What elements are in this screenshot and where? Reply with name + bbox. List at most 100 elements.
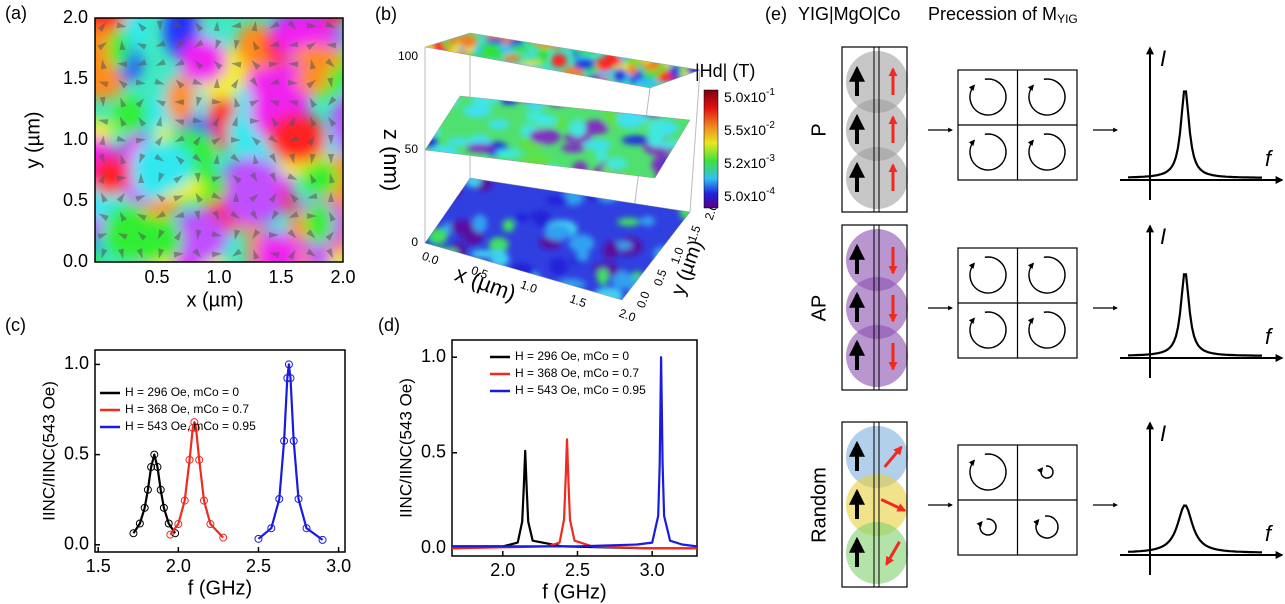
field-blob: [670, 182, 687, 198]
moment-arrow: [196, 96, 203, 107]
moment-arrow: [287, 173, 298, 181]
moment-arrow: [211, 176, 222, 183]
data-point: [267, 524, 276, 533]
panel-label: (c): [5, 315, 26, 335]
moment-arrow: [173, 21, 184, 29]
field-blob: [503, 54, 521, 63]
moment-arrow: [192, 153, 202, 163]
moment-arrow: [119, 116, 127, 127]
x-tick-label: 1.0: [519, 277, 540, 296]
moment-arrow: [98, 213, 109, 222]
field-blob: [603, 240, 619, 260]
legend-label: H = 368 Oe, mCo = 0.7: [515, 366, 639, 380]
moment-arrow: [268, 192, 277, 203]
field-blob: [517, 178, 531, 187]
colorbar-base: 5.5x10: [724, 122, 766, 138]
field-blob: [524, 101, 546, 110]
x-axis-label: f: [1265, 521, 1274, 546]
data-point: [294, 494, 303, 503]
moment-arrow: [268, 61, 279, 68]
precession-orbit: [1027, 133, 1066, 171]
field-blob: [465, 73, 487, 81]
x-tick-label: 0.5: [469, 263, 490, 282]
field-blob: [473, 78, 498, 88]
field-blob: [584, 33, 603, 40]
plot-frame: [451, 339, 698, 557]
moment-arrow: [135, 137, 146, 144]
data-point: [206, 520, 215, 529]
y-tick-label: 1.0: [668, 245, 687, 266]
moment-arrow: [268, 134, 279, 143]
moment-arrow: [136, 42, 147, 50]
x-tick-label: 2.0: [490, 560, 515, 580]
z-tick-label: 50: [405, 142, 419, 156]
field-blob: [551, 77, 563, 84]
moment-arrow: [306, 229, 316, 239]
field-blob: [425, 124, 441, 139]
moment-arrow: [136, 213, 147, 221]
field-blob: [554, 33, 573, 41]
plane-blobs: [425, 33, 700, 88]
x-axis-label: f: [1265, 146, 1274, 171]
data-point: [150, 450, 159, 459]
field-blob: [495, 251, 509, 267]
data-point: [275, 494, 284, 503]
field-blob: [583, 139, 612, 150]
y-axis-label: y (µm): [22, 111, 44, 168]
moment-arrow: [269, 20, 280, 29]
field-blob: [437, 180, 458, 200]
moment-arrow: [194, 60, 204, 70]
field-blob: [611, 270, 632, 290]
moment-arrow: [194, 210, 201, 221]
field-blob: [534, 35, 545, 44]
field-blob: [449, 50, 473, 62]
field-blob: [587, 33, 604, 47]
field-blob: [553, 35, 560, 47]
field-blob: [655, 140, 686, 149]
moment-arrow: [120, 154, 127, 165]
field-blob: [610, 100, 640, 110]
precession-orbit: [1033, 515, 1059, 539]
field-blob: [541, 74, 551, 88]
domain: [147, 142, 194, 191]
moment-arrow: [212, 116, 220, 127]
moment-arrow: [212, 210, 220, 221]
series-line: [451, 438, 697, 550]
moment-arrow: [252, 154, 259, 165]
moment-arrow: [116, 192, 125, 203]
schematic-peak: [1127, 273, 1262, 357]
field-blob: [457, 46, 466, 52]
field-blob: [640, 216, 655, 227]
field-blob: [561, 143, 586, 153]
data-point: [191, 423, 200, 432]
y-axis-label: I: [1160, 46, 1166, 71]
moment-arrow: [98, 153, 105, 164]
field-blob: [443, 96, 460, 108]
moment-arrow: [193, 39, 204, 48]
data-point: [164, 519, 173, 528]
x-tick-label: 3.0: [326, 556, 351, 576]
moment-arrow: [98, 81, 109, 88]
moment-arrow: [174, 119, 185, 126]
moment-arrow: [116, 135, 127, 142]
moment-arrow: [116, 175, 127, 182]
field-blob: [529, 129, 555, 141]
moment-arrow: [211, 137, 222, 146]
series-line: [169, 421, 225, 539]
field-blob: [596, 268, 609, 286]
domain: [155, 258, 172, 262]
field-blob: [428, 227, 448, 245]
domain: [172, 210, 228, 262]
field-blob: [466, 143, 495, 153]
field-blob: [488, 237, 509, 253]
domain-map: [95, 18, 343, 262]
moment-arrow: [252, 40, 260, 51]
field-blob: [661, 34, 676, 48]
moment-arrow: [174, 99, 185, 106]
moment-arrow: [175, 155, 185, 165]
panel-a: 0.5 1.0 1.5 2.0 0.0 0.5 1.0 1.5 2.0 x (µm) y (µm): [22, 7, 355, 312]
moment-arrow: [231, 61, 242, 68]
z-tick-label: 0: [411, 235, 418, 249]
field-blob: [532, 80, 544, 87]
x-tick-label: 1.5: [86, 556, 111, 576]
